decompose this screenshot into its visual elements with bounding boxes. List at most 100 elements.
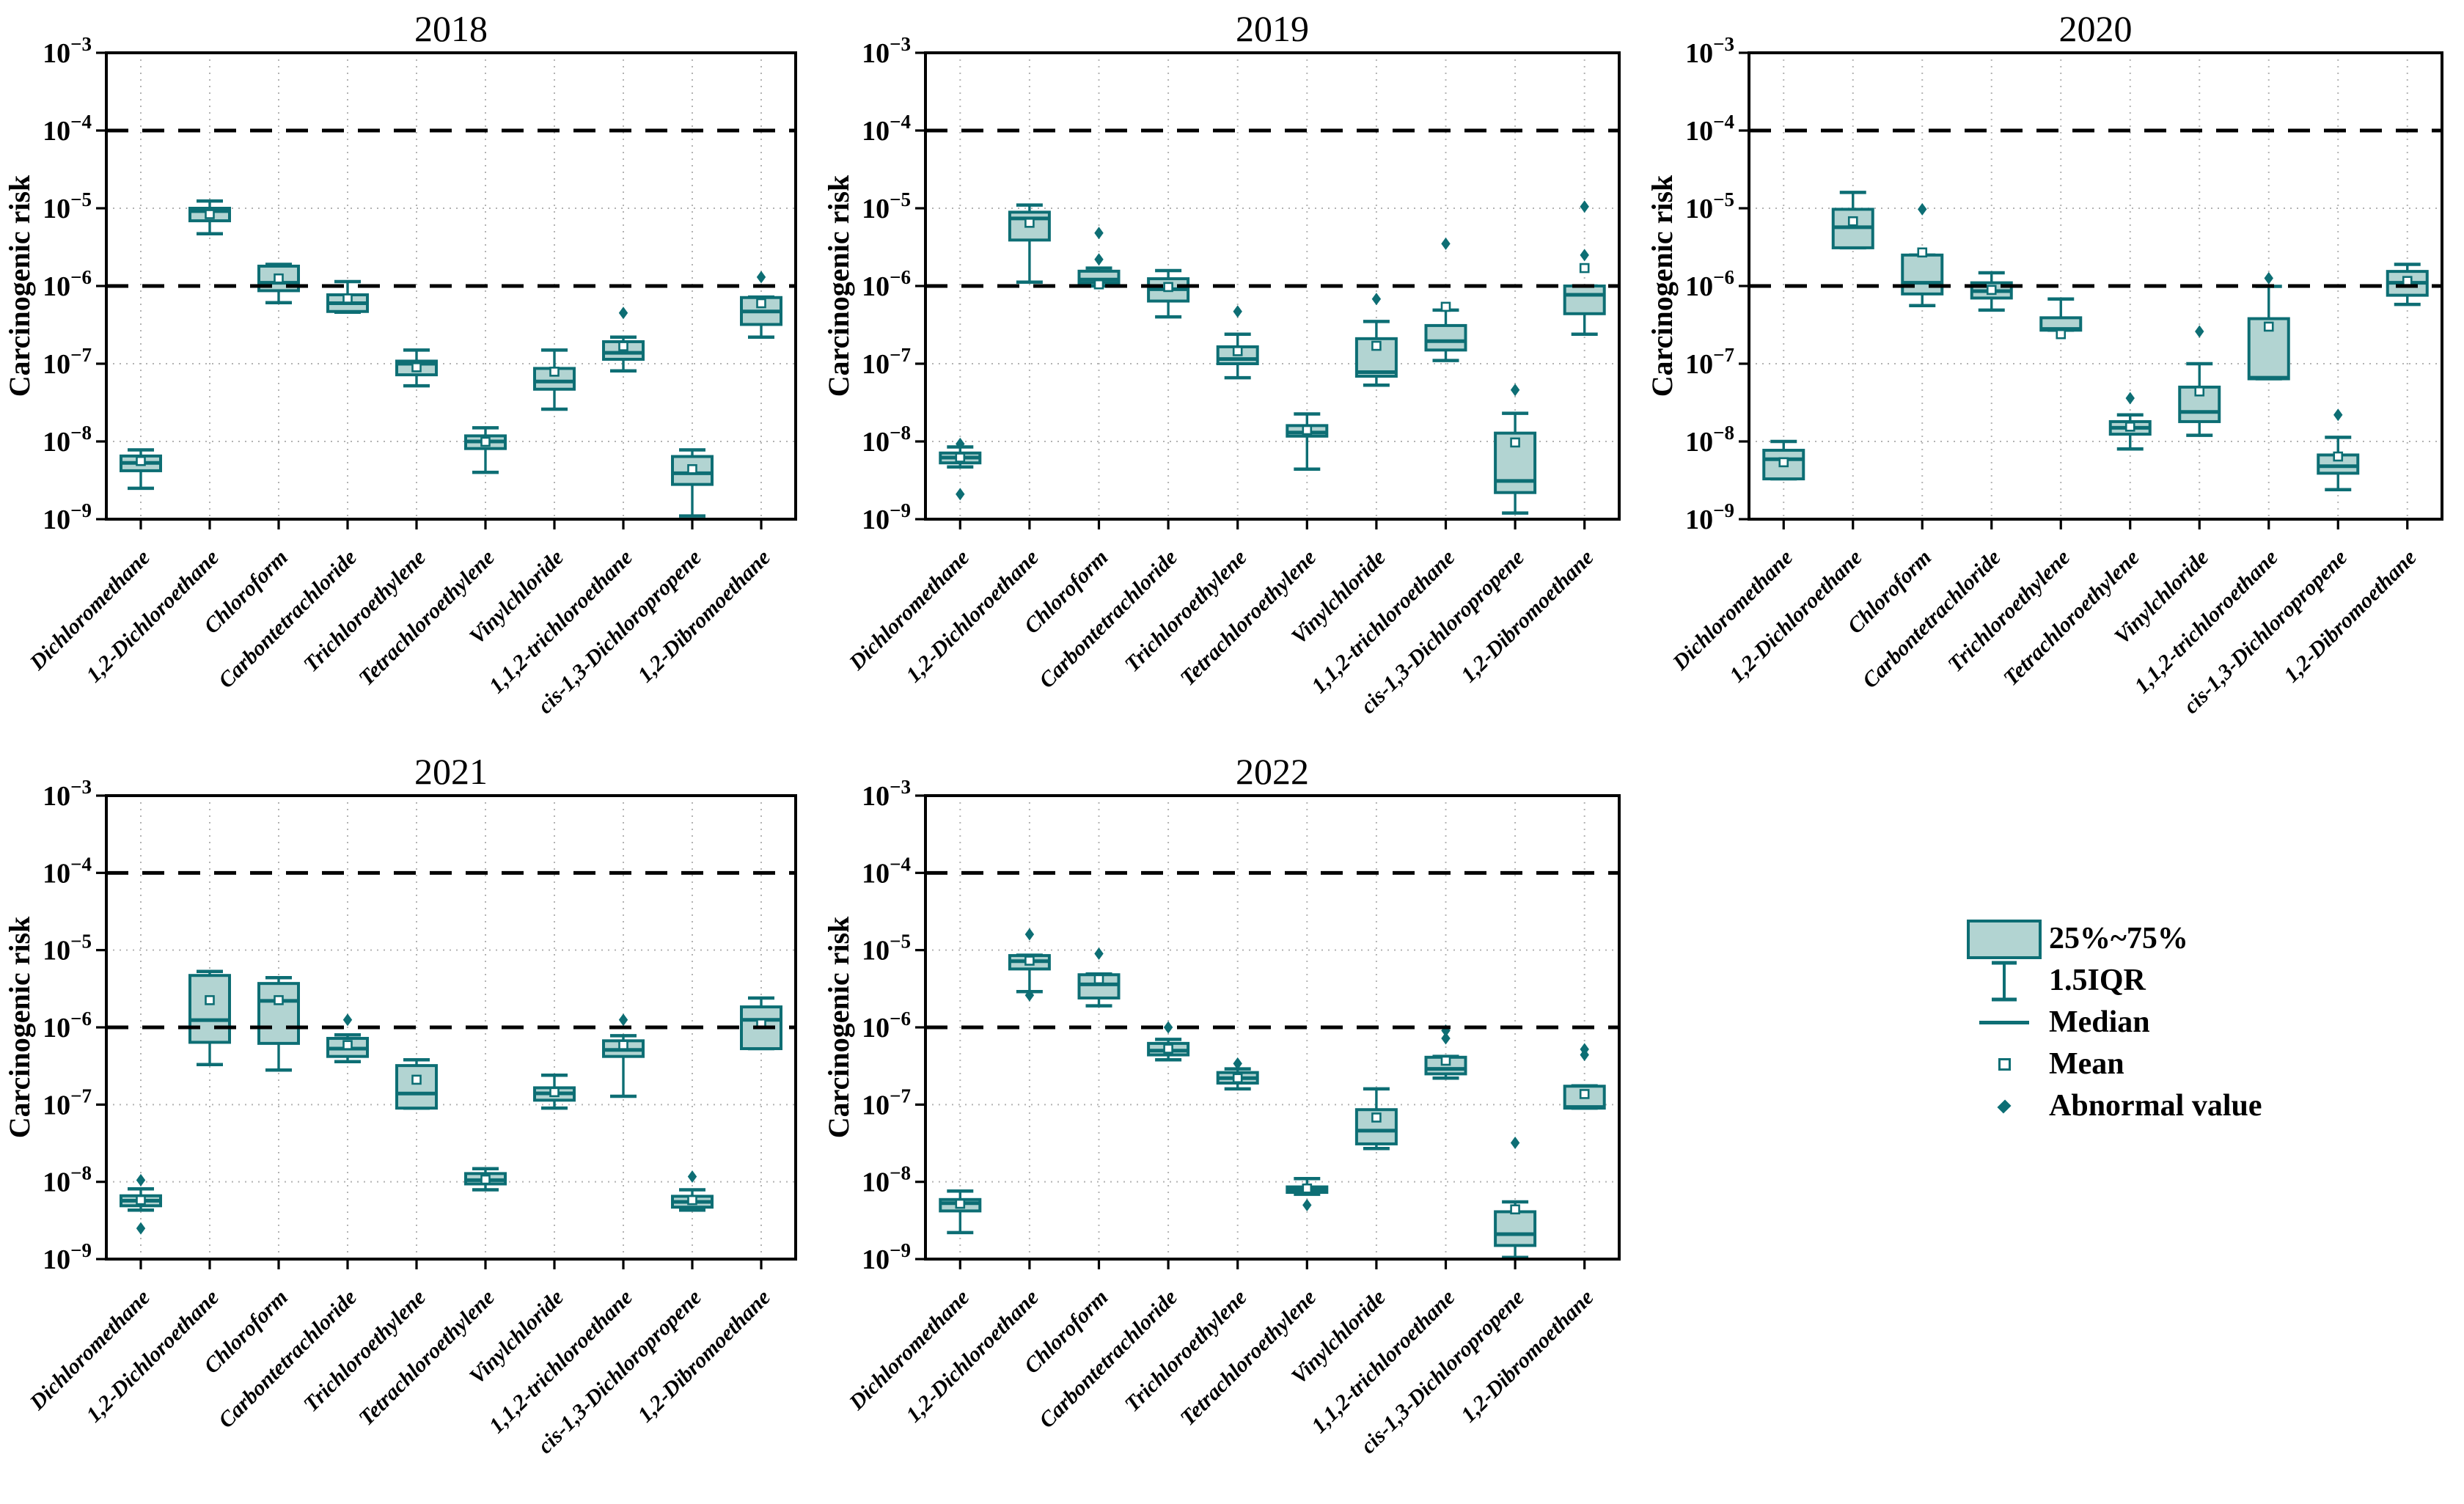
boxplot-2019-Dichloromethane xyxy=(939,437,982,501)
boxplot-2022-Trichloroethylene xyxy=(1216,1057,1259,1091)
mean-marker xyxy=(1093,974,1104,985)
box-swatch-icon xyxy=(1959,919,2049,959)
y-axis-label: Carcinogenic risk xyxy=(1646,175,1679,397)
panel-title: 2020 xyxy=(2059,8,2133,49)
y-tick-label: 10−7 xyxy=(862,1085,911,1120)
boxplot-2019-1,2-Dichloroethane xyxy=(1008,203,1051,285)
y-tick-label: 10−7 xyxy=(862,344,911,380)
boxplot-2022-Dichloromethane xyxy=(939,1189,982,1235)
mean-marker xyxy=(1778,457,1789,468)
panel-2019: 10−3 10−4 10−5 10−6 10−7 10−8 10−9 Dichlorometh… xyxy=(822,8,1621,719)
x-tick-label: Dichloromethane xyxy=(1668,546,1797,675)
boxplot-2021-1,1,2-trichloroethane xyxy=(602,1013,645,1098)
mean-marker xyxy=(480,1174,491,1185)
boxplot-2022-Chloroform xyxy=(1077,947,1121,1008)
mean-marker xyxy=(687,463,697,474)
y-tick-label: 10−6 xyxy=(43,1008,92,1043)
x-tick-label: Trichloroethylene xyxy=(299,1285,430,1417)
mean-marker xyxy=(1917,247,1928,258)
boxplot-2022-1,2-Dichloroethane xyxy=(1008,928,1051,1002)
mean-marker xyxy=(1579,263,1590,274)
iqr-whisker-icon xyxy=(1959,961,2049,1002)
abnormal-value-marker xyxy=(2195,325,2204,338)
x-tick-label: 1,2-Dibromoethane xyxy=(633,546,775,688)
iqr-box xyxy=(395,1064,438,1110)
mean-marker xyxy=(342,293,353,304)
panel-title: 2019 xyxy=(1236,8,1309,49)
y-axis-label: Carcinogenic risk xyxy=(822,916,855,1138)
mean-marker xyxy=(2124,422,2135,432)
x-tick-label: 1,2-Dibromoethane xyxy=(633,1285,775,1428)
y-axis-label: Carcinogenic risk xyxy=(3,175,36,397)
abnormal-value-marker xyxy=(956,437,965,450)
abnormal-value-marker xyxy=(136,1173,146,1186)
boxplot-2022-1,1,2-trichloroethane xyxy=(1424,1024,1467,1080)
boxplot-2019-Vinylchloride xyxy=(1354,293,1398,387)
mean-marker xyxy=(955,452,966,463)
legend-item-iqr-box: 25%~75% xyxy=(1959,918,2262,960)
x-tick-label: 1,2-Dichloroethane xyxy=(901,546,1044,688)
boxplot-2018-Trichloroethylene xyxy=(395,348,438,388)
y-tick-label: 10−6 xyxy=(43,266,92,302)
x-tick-label: Trichloroethylene xyxy=(1943,546,2075,677)
mean-marker xyxy=(1510,1204,1520,1215)
boxplot-2019-Carbontetrachloride xyxy=(1147,268,1190,319)
y-tick-label: 10−8 xyxy=(862,1162,911,1198)
y-tick-label: 10−9 xyxy=(862,499,911,535)
boxplot-2022-cis-1,3-Dichloropropene xyxy=(1494,1136,1537,1260)
x-tick-label: 1,2-Dichloroethane xyxy=(901,1285,1044,1428)
y-tick-label: 10−5 xyxy=(862,931,911,966)
y-tick-label: 10−6 xyxy=(862,1008,911,1043)
boxplot-2018-Carbontetrachloride xyxy=(326,279,369,314)
abnormal-value-marker xyxy=(1918,202,1927,216)
x-tick-label: Tetrachloroethylene xyxy=(1176,1285,1321,1431)
y-tick-label: 10−9 xyxy=(1685,499,1734,535)
abnormal-value-marker xyxy=(1233,305,1242,318)
panel-2021: 10−3 10−4 10−5 10−6 10−7 10−8 10−9 Dichlorometh… xyxy=(3,751,797,1459)
mean-marker xyxy=(136,1195,146,1206)
y-tick-label: 10−8 xyxy=(43,1162,92,1198)
boxplot-2021-Vinylchloride xyxy=(533,1074,576,1110)
mean-marker xyxy=(2194,386,2205,397)
y-tick-label: 10−9 xyxy=(862,1239,911,1275)
x-tick-label: 1,2-Dichloroethane xyxy=(81,1285,224,1428)
y-tick-label: 10−4 xyxy=(1685,111,1734,147)
legend-label: Abnormal value xyxy=(2049,1089,2262,1123)
boxplot-2020-Tetrachloroethylene xyxy=(2108,392,2152,451)
mean-marker xyxy=(480,436,491,447)
boxplot-2021-1,2-Dibromoethane xyxy=(740,996,782,1051)
boxplot-2021-Tetrachloroethylene xyxy=(464,1167,507,1192)
x-tick-label: Tetrachloroethylene xyxy=(1999,546,2144,691)
y-tick-label: 10−3 xyxy=(43,776,92,812)
x-tick-label: Trichloroethylene xyxy=(299,546,430,677)
boxplot-2019-1,1,2-trichloroethane xyxy=(1424,237,1467,362)
y-tick-label: 10−3 xyxy=(1685,33,1734,69)
mean-marker xyxy=(1440,301,1451,312)
y-tick-label: 10−4 xyxy=(43,853,92,889)
boxplot-2018-Tetrachloroethylene xyxy=(464,426,507,474)
y-tick-label: 10−9 xyxy=(43,1239,92,1275)
mean-marker xyxy=(2263,321,2274,332)
boxplot-2020-Dichloromethane xyxy=(1762,439,1805,481)
mean-marker xyxy=(955,1198,966,1209)
panel-2022: 10−3 10−4 10−5 10−6 10−7 10−8 10−9 Dichlorometh… xyxy=(822,751,1621,1459)
abnormal-value-marker xyxy=(1233,1057,1242,1070)
boxplot-2020-Carbontetrachloride xyxy=(1970,271,2013,312)
x-tick-label: 1,2-Dichloroethane xyxy=(1725,546,1867,688)
abnormal-value-marker xyxy=(687,1170,697,1183)
y-tick-label: 10−5 xyxy=(862,188,911,224)
boxplot-2021-cis-1,3-Dichloropropene xyxy=(671,1170,714,1212)
boxplot-2018-1,1,2-trichloroethane xyxy=(602,307,645,373)
x-tick-label: 1,2-Dibromoethane xyxy=(2279,546,2421,688)
abnormal-value-marker xyxy=(1580,200,1589,213)
y-tick-label: 10−6 xyxy=(1685,266,1734,302)
abnormal-value-marker xyxy=(756,271,766,284)
boxplot-2019-Tetrachloroethylene xyxy=(1286,412,1329,472)
mean-marker xyxy=(549,367,560,377)
mean-marker xyxy=(1302,425,1313,436)
abnormal-value-marker xyxy=(1094,947,1104,960)
y-tick-label: 10−3 xyxy=(862,33,911,69)
legend-label: Mean xyxy=(2049,1047,2124,1082)
abnormal-value-marker xyxy=(1094,227,1104,240)
abnormal-value-marker xyxy=(136,1222,146,1235)
